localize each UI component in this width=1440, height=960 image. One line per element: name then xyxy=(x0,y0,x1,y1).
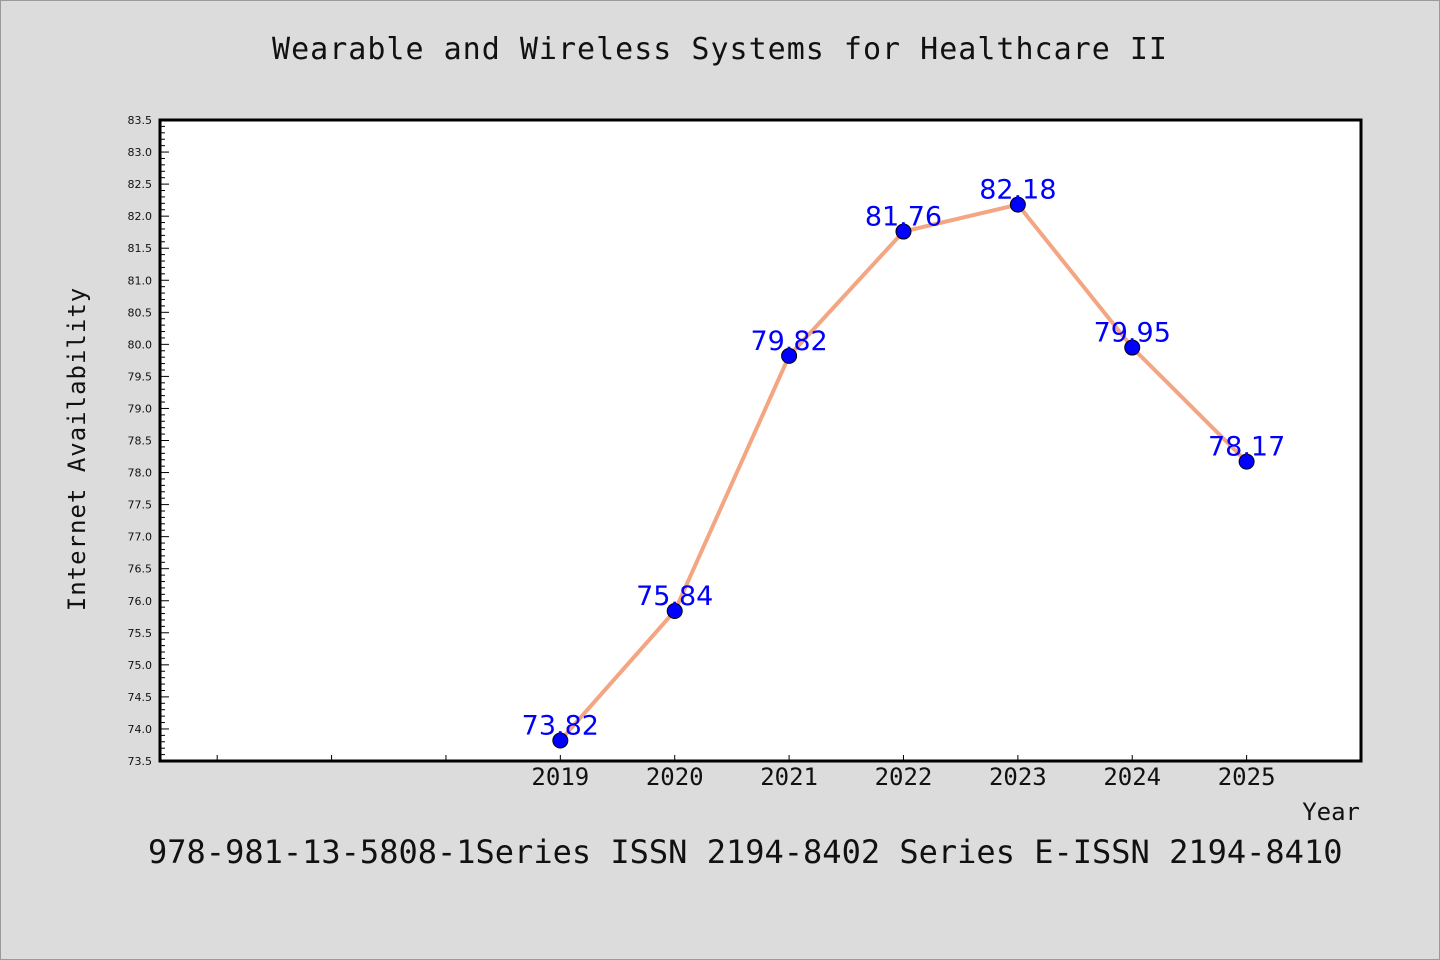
x-tick-label: 2020 xyxy=(646,763,704,791)
y-tick-label: 74.5 xyxy=(128,691,153,704)
y-tick-label: 82.5 xyxy=(128,178,153,191)
data-point xyxy=(781,347,798,364)
y-tick-label: 79.5 xyxy=(128,370,153,383)
x-tick-label: 2024 xyxy=(1103,763,1161,791)
data-label: 78.17 xyxy=(1208,432,1285,463)
x-tick-label: 2025 xyxy=(1218,763,1276,791)
x-tick-label: 2023 xyxy=(989,763,1047,791)
data-label: 79.82 xyxy=(750,326,827,357)
y-axis-ticks: 73.5 74.0 74.5 75.0 75.5 76.0 76.5 77.0 77.5 78.0… xyxy=(128,114,169,768)
data-label: 82.18 xyxy=(979,175,1056,206)
y-tick-label: 80.0 xyxy=(128,338,153,351)
data-point xyxy=(1009,196,1026,213)
data-point xyxy=(895,223,912,240)
y-tick-label: 81.0 xyxy=(128,274,153,287)
y-tick-label: 83.5 xyxy=(128,114,153,127)
y-tick-label: 79.0 xyxy=(128,402,153,415)
data-point xyxy=(1238,453,1255,470)
x-tick-label: 2021 xyxy=(760,763,818,791)
y-tick-label: 76.0 xyxy=(128,595,153,608)
y-tick-label: 75.0 xyxy=(128,659,153,672)
y-tick-label: 83.0 xyxy=(128,146,153,159)
plot-area xyxy=(158,118,1363,763)
data-label: 73.82 xyxy=(522,710,599,741)
data-label: 81.76 xyxy=(865,202,942,233)
x-tick-label: 2022 xyxy=(875,763,933,791)
data-label: 79.95 xyxy=(1094,318,1171,349)
footer-text: 978-981-13-5808-1Series ISSN 2194-8402 S… xyxy=(148,833,1343,871)
y-tick-label: 78.0 xyxy=(128,467,153,480)
y-tick-label: 74.0 xyxy=(128,723,153,736)
data-point xyxy=(1124,339,1141,356)
y-tick-label: 81.5 xyxy=(128,242,153,255)
x-axis-label: Year xyxy=(1302,798,1360,826)
x-axis-ticks: 2019 2020 2021 2022 2023 2024 2025 xyxy=(216,755,1362,791)
data-label: 75.84 xyxy=(636,581,713,612)
data-point xyxy=(552,732,569,749)
y-tick-label: 80.5 xyxy=(128,306,153,319)
y-tick-label: 82.0 xyxy=(128,210,153,223)
chart-title: Wearable and Wireless Systems for Health… xyxy=(272,32,1168,67)
y-tick-label: 78.5 xyxy=(128,435,153,448)
y-tick-label: 77.0 xyxy=(128,531,153,544)
x-tick-label: 2019 xyxy=(531,763,589,791)
series-group: 73.82 75.84 79.82 81.76 82.18 79.95 78.17 xyxy=(522,175,1285,749)
data-point xyxy=(666,603,683,620)
y-axis-label: Internet Availability xyxy=(63,287,91,611)
y-tick-label: 77.5 xyxy=(128,499,153,512)
y-tick-label: 76.5 xyxy=(128,563,153,576)
y-tick-label: 75.5 xyxy=(128,627,153,640)
y-tick-label: 73.5 xyxy=(128,755,153,768)
